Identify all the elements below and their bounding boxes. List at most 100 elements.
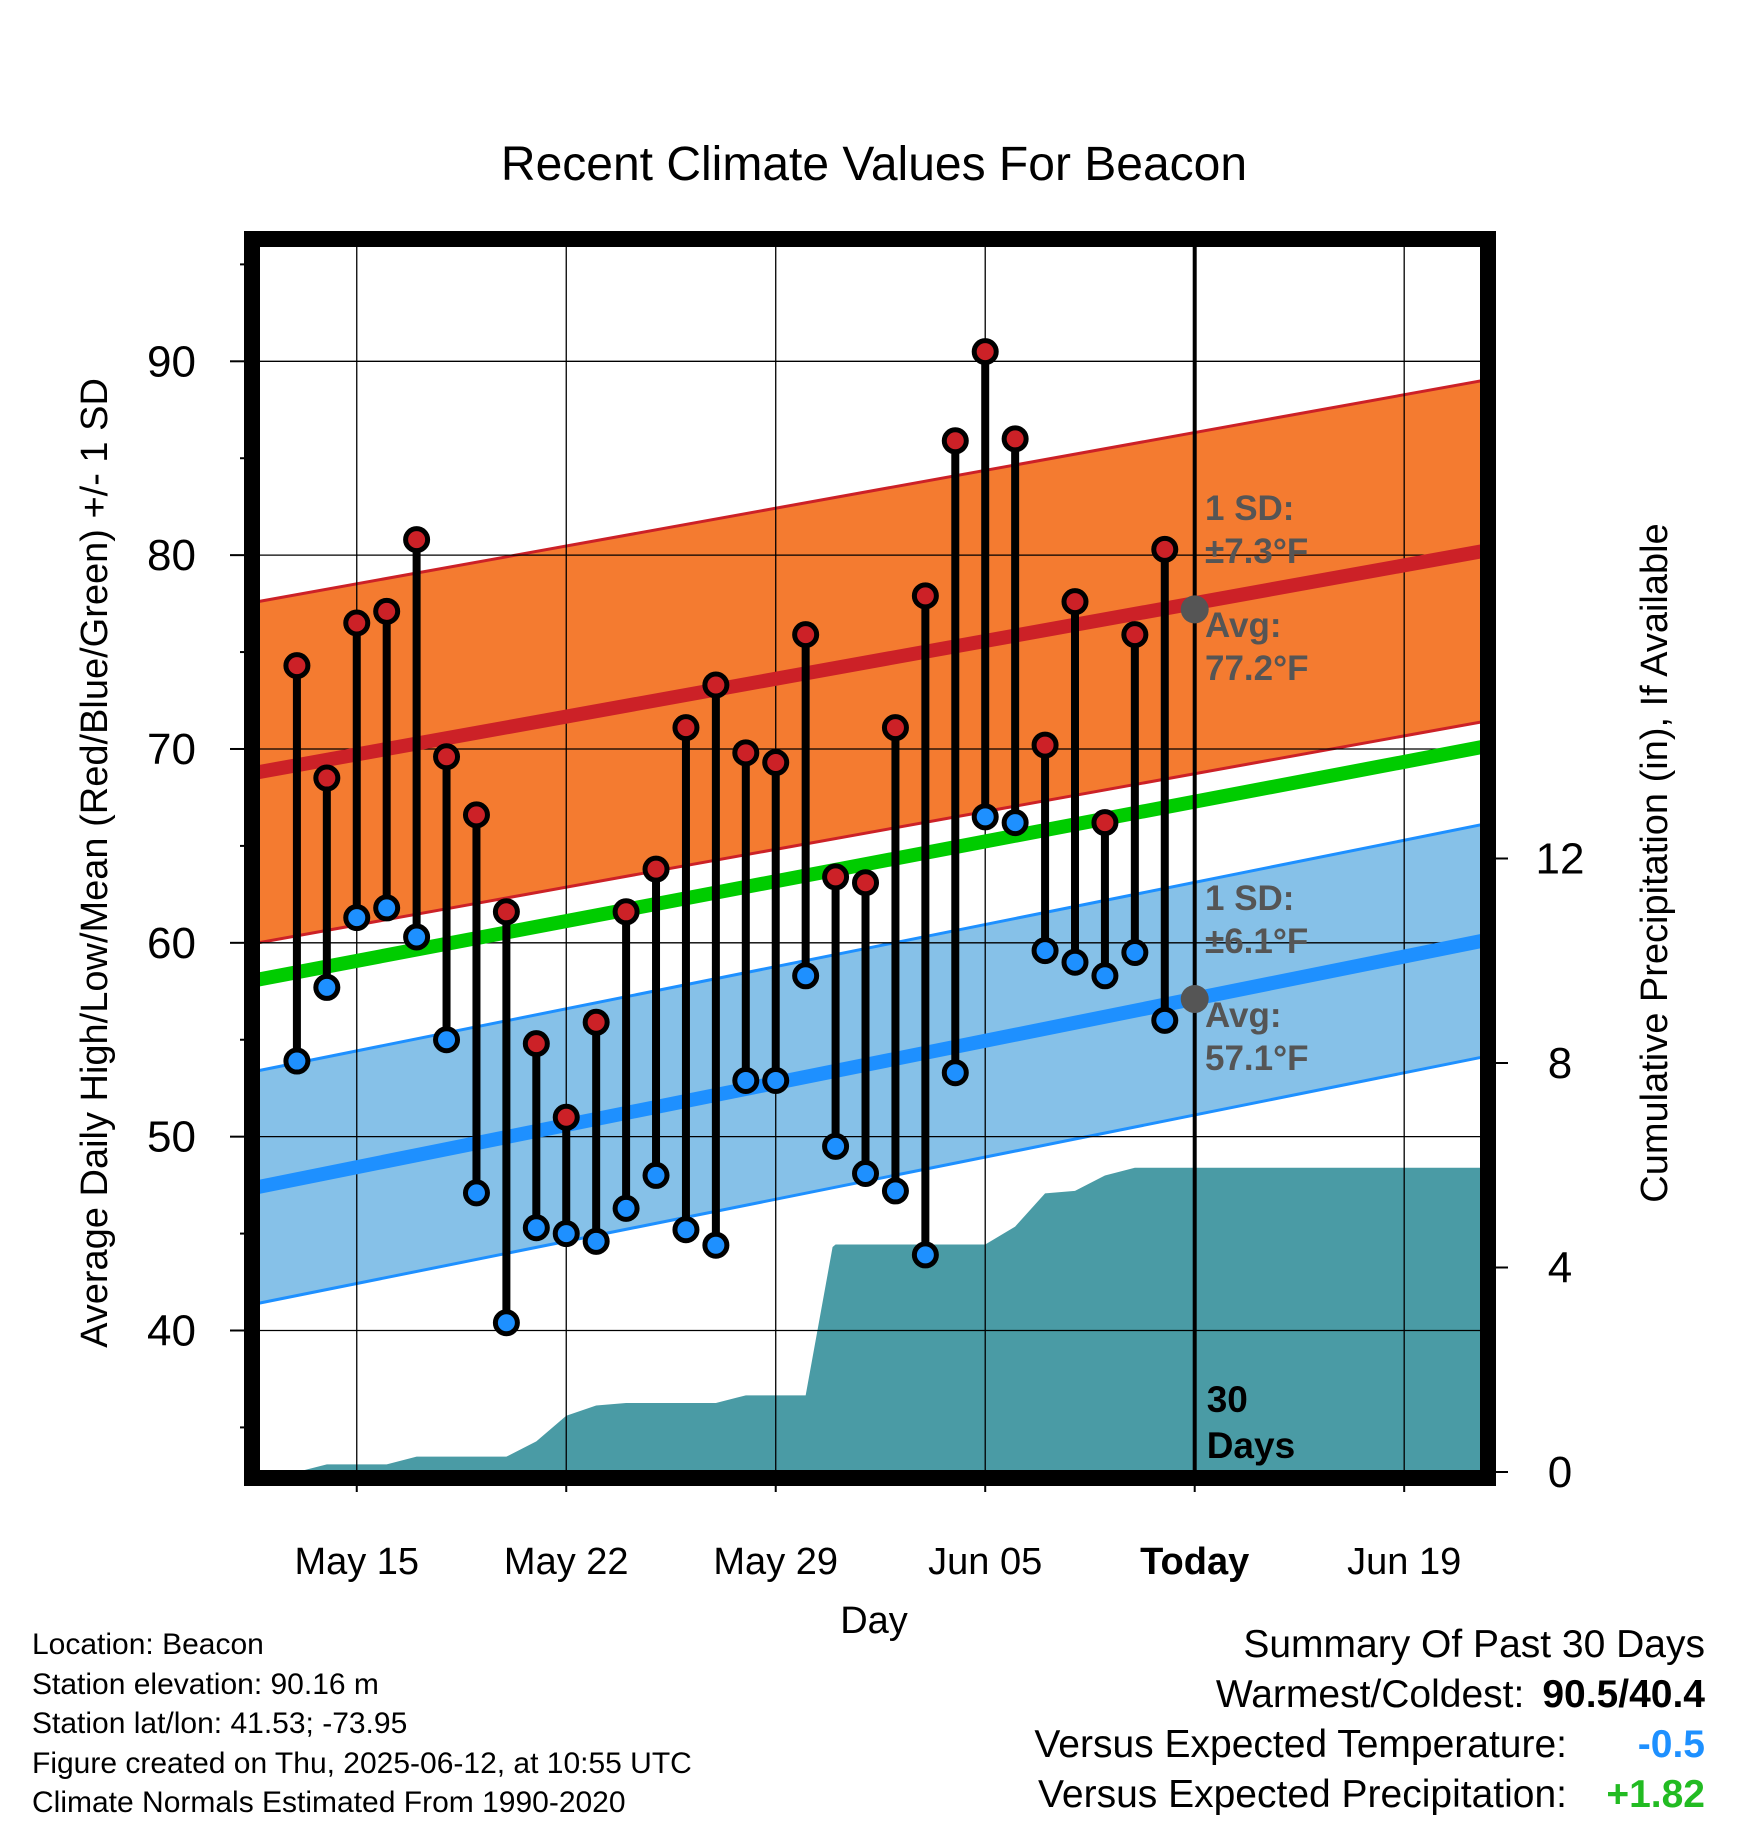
high-point [732,739,760,767]
plot-area: 1 SD: ±7.3°F Avg: 77.2°F 1 SD: ±6.1°F Avg: 57.1… [256,245,1484,1472]
high-point [941,427,969,455]
low-point [732,1066,760,1094]
summary-temp: Versus Expected Temperature: -0.5 [1034,1720,1705,1770]
high-avg-label: Avg: [1205,606,1281,645]
low-point [792,962,820,990]
x-tick-label: Today [1140,1541,1249,1583]
high-point [582,1008,610,1036]
summary-heading: Summary Of Past 30 Days [1243,1623,1705,1666]
normal-mean-line [256,740,1484,987]
low-point [911,1241,939,1269]
normals-text: Climate Normals Estimated From 1990-2020 [32,1786,626,1819]
y2-tick-label: 4 [1548,1244,1572,1293]
y-tick-label: 80 [147,531,196,580]
summary-panel: Summary Of Past 30 Days Warmest/Coldest:… [1034,1620,1705,1820]
low-point [462,1179,490,1207]
high-avg-value: 77.2°F [1205,649,1309,688]
high-point [762,749,790,777]
low-point [1031,937,1059,965]
high-point [822,863,850,891]
high-point [971,338,999,366]
low-point [283,1047,311,1075]
high-sd-label: 1 SD: [1205,489,1294,528]
high-point [313,764,341,792]
summary-warm-cold: Warmest/Coldest: 90.5/40.4 [1034,1670,1705,1720]
high-point [373,597,401,625]
low-point [343,904,371,932]
temp-diff-label: Versus Expected Temperature: [1034,1723,1567,1766]
normal-low-line [256,934,1484,1194]
y-tick-label: 50 [147,1113,196,1162]
high-point [642,855,670,883]
low-point [642,1161,670,1189]
low-point [492,1309,520,1337]
x-tick-label: May 22 [504,1541,629,1583]
low-point [1151,1006,1179,1034]
high-point [672,714,700,742]
y2-tick-label: 8 [1548,1039,1572,1088]
warm-cold-label: Warmest/Coldest: [1215,1673,1525,1716]
today-days-label: Days [1207,1425,1295,1466]
low-point [762,1066,790,1094]
high-point [1151,535,1179,563]
high-point [881,714,909,742]
chart-title: Recent Climate Values For Beacon [501,138,1247,191]
high-point [1121,621,1149,649]
summary-precip: Versus Expected Precipitation: +1.82 [1034,1770,1705,1820]
high-sd-value: ±7.3°F [1205,532,1308,571]
low-avg-marker [1180,985,1209,1014]
temp-diff-value: -0.5 [1637,1723,1705,1766]
high-point [702,671,730,699]
high-point [612,898,640,926]
x-tick-label: Jun 05 [928,1541,1042,1583]
x-axis-label: Day [840,1600,908,1642]
low-point [403,923,431,951]
low-point [852,1159,880,1187]
low-point [582,1227,610,1255]
low-point [313,973,341,1001]
low-point [1121,939,1149,967]
y-tick-label: 60 [147,919,196,968]
precipitation-area [258,1167,1482,1472]
low-sd-label: 1 SD: [1205,879,1294,918]
high-point [1091,809,1119,837]
high-point [433,743,461,771]
y-tick-label: 40 [147,1306,196,1355]
low-sd-value: ±6.1°F [1205,922,1308,961]
high-point [1001,425,1029,453]
y-tick-label: 90 [147,337,196,386]
y-tick-label: 70 [147,725,196,774]
x-tick-label: Jun 19 [1347,1541,1461,1583]
normal-high-line [256,544,1484,780]
high-point [792,621,820,649]
high-point [552,1103,580,1131]
high-point [1061,588,1089,616]
high-point [492,898,520,926]
high-point [911,582,939,610]
low-avg-label: Avg: [1205,996,1281,1035]
location-text: Location: Beacon [32,1628,264,1661]
plot-frame [244,231,1496,1486]
low-point [822,1132,850,1160]
low-point [1001,809,1029,837]
low-point [941,1059,969,1087]
high-point [343,609,371,637]
warm-cold-value: 90.5/40.4 [1542,1673,1705,1716]
low-point [612,1194,640,1222]
low-avg-value: 57.1°F [1205,1039,1309,1078]
low-point [1091,962,1119,990]
created-text: Figure created on Thu, 2025-06-12, at 10… [32,1746,692,1780]
high-point [852,869,880,897]
precip-diff-label: Versus Expected Precipitation: [1038,1773,1567,1816]
low-point [672,1216,700,1244]
today-days-label: 30 [1207,1379,1248,1420]
low-point [702,1231,730,1259]
latlon-text: Station lat/lon: 41.53; -73.95 [32,1707,408,1740]
y2-axis-label: Cumulative Precipitation (in), If Availa… [1634,523,1676,1202]
high-point [522,1030,550,1058]
low-point [1061,948,1089,976]
high-point [462,801,490,829]
x-tick-label: May 15 [294,1541,419,1583]
y2-tick-label: 0 [1548,1448,1572,1497]
